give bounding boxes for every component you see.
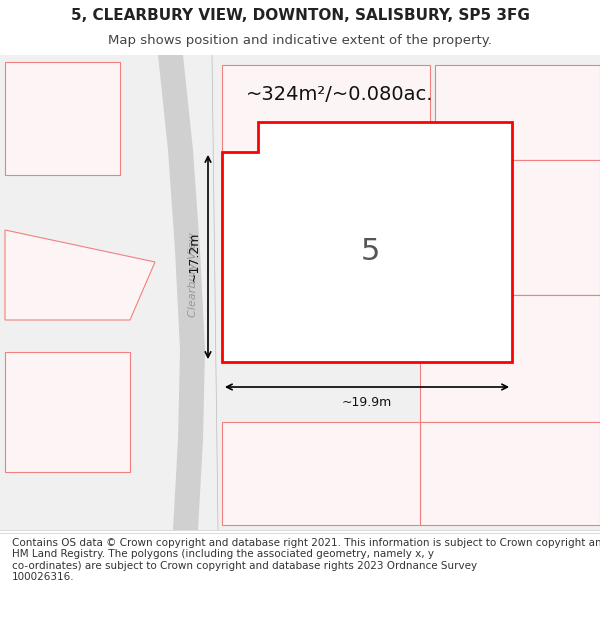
Text: ~19.9m: ~19.9m (342, 396, 392, 409)
Polygon shape (222, 65, 430, 160)
Polygon shape (5, 230, 155, 320)
Polygon shape (258, 142, 400, 292)
Text: ~17.2m: ~17.2m (187, 232, 200, 282)
Text: Contains OS data © Crown copyright and database right 2021. This information is : Contains OS data © Crown copyright and d… (12, 538, 600, 582)
Text: Map shows position and indicative extent of the property.: Map shows position and indicative extent… (108, 34, 492, 48)
Text: 5, CLEARBURY VIEW, DOWNTON, SALISBURY, SP5 3FG: 5, CLEARBURY VIEW, DOWNTON, SALISBURY, S… (71, 8, 529, 23)
Polygon shape (5, 62, 120, 175)
Text: Clearbury View: Clearbury View (188, 232, 198, 318)
Polygon shape (222, 422, 420, 525)
Polygon shape (5, 352, 130, 472)
Polygon shape (420, 160, 600, 295)
Text: ~324m²/~0.080ac.: ~324m²/~0.080ac. (246, 86, 434, 104)
Polygon shape (420, 295, 600, 422)
Polygon shape (158, 55, 205, 530)
Polygon shape (420, 422, 600, 525)
Polygon shape (435, 65, 600, 160)
Polygon shape (222, 122, 512, 362)
Text: 5: 5 (361, 238, 380, 266)
